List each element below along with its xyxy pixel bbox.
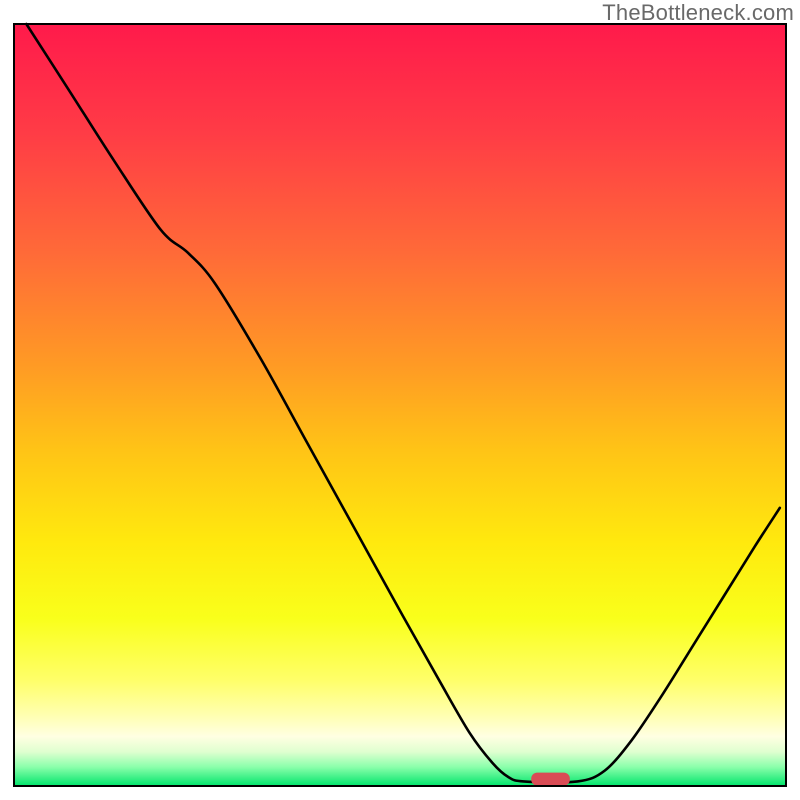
watermark-text: TheBottleneck.com bbox=[602, 0, 794, 26]
optimum-marker bbox=[531, 773, 570, 786]
chart-stage: TheBottleneck.com bbox=[0, 0, 800, 800]
gradient-background bbox=[14, 24, 786, 786]
bottleneck-chart bbox=[0, 0, 800, 800]
